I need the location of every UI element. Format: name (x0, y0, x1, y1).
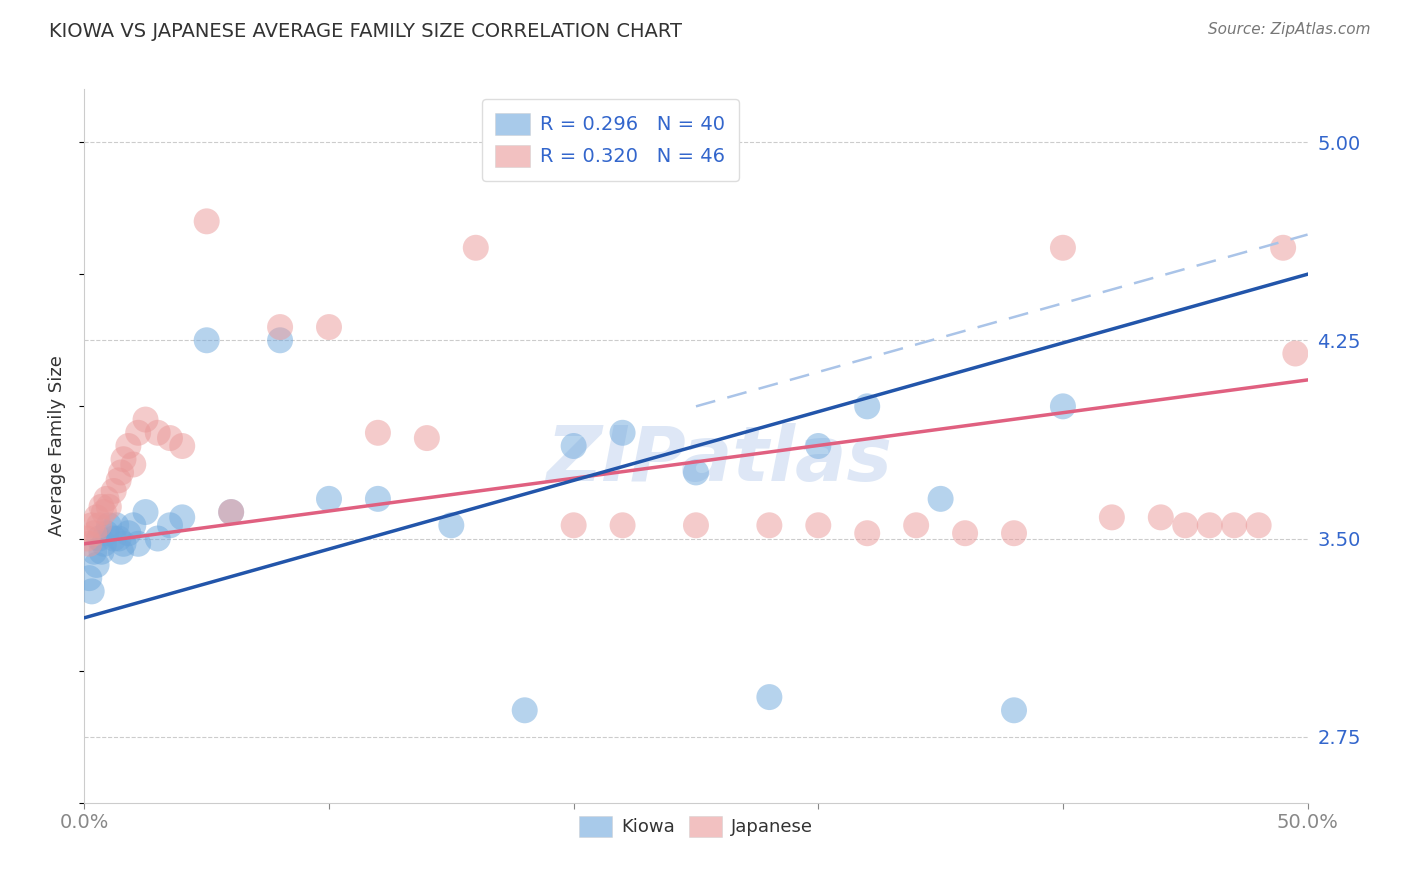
Text: Source: ZipAtlas.com: Source: ZipAtlas.com (1208, 22, 1371, 37)
Point (685, 466, 707, 480)
Point (464, 241, 486, 255)
Point (367, 425, 389, 440)
Text: KIOWA VS JAPANESE AVERAGE FAMILY SIZE CORRELATION CHART: KIOWA VS JAPANESE AVERAGE FAMILY SIZE CO… (49, 22, 682, 41)
Point (1052, 400, 1074, 414)
Point (1002, 526, 1025, 541)
Point (86, 558, 108, 572)
Point (122, 458, 145, 472)
Y-axis label: Average Family Size: Average Family Size (48, 356, 66, 536)
Legend: Kiowa, Japanese: Kiowa, Japanese (572, 808, 820, 844)
Point (562, 439, 585, 453)
Point (146, 425, 169, 440)
Point (127, 425, 149, 440)
Point (77, 571, 100, 585)
Point (1284, 346, 1306, 360)
Point (77, 537, 100, 551)
Point (856, 526, 879, 541)
Point (195, 214, 218, 228)
Point (440, 518, 463, 533)
Point (1052, 241, 1074, 255)
Point (807, 439, 830, 453)
Point (1101, 510, 1123, 524)
Point (219, 505, 242, 519)
Point (612, 425, 634, 440)
Point (122, 518, 145, 533)
Point (1272, 241, 1295, 255)
Point (269, 320, 291, 334)
Point (103, 483, 125, 498)
Point (112, 452, 135, 467)
Point (807, 518, 830, 533)
Point (562, 518, 585, 533)
Point (112, 537, 135, 551)
Point (318, 491, 340, 506)
Point (96, 526, 118, 541)
Point (159, 431, 181, 445)
Point (159, 518, 181, 533)
Point (76, 532, 98, 546)
Point (1247, 518, 1270, 533)
Point (1198, 518, 1220, 533)
Point (758, 518, 780, 533)
Point (1150, 875, 1173, 889)
Point (87, 532, 110, 546)
Point (146, 532, 169, 546)
Point (416, 431, 439, 445)
Point (318, 320, 340, 334)
Point (93, 537, 115, 551)
Point (1174, 518, 1197, 533)
Point (83, 545, 105, 559)
Text: ZIPatlas: ZIPatlas (547, 424, 893, 497)
Point (513, 703, 536, 717)
Point (117, 439, 139, 453)
Point (87, 518, 110, 533)
Point (172, 510, 194, 524)
Point (219, 505, 242, 519)
Point (1150, 510, 1173, 524)
Point (269, 333, 291, 347)
Point (93, 505, 115, 519)
Point (97, 500, 120, 514)
Point (110, 466, 132, 480)
Point (90, 545, 112, 559)
Point (1002, 703, 1025, 717)
Point (758, 690, 780, 704)
Point (105, 518, 128, 533)
Point (80, 518, 103, 533)
Point (929, 491, 952, 506)
Point (856, 400, 879, 414)
Point (86, 510, 108, 524)
Point (83, 526, 105, 541)
Point (1247, 875, 1270, 889)
Point (90, 500, 112, 514)
Point (103, 532, 125, 546)
Point (135, 412, 157, 426)
Point (127, 537, 149, 551)
Point (905, 518, 928, 533)
Point (117, 526, 139, 541)
Point (80, 584, 103, 599)
Point (97, 518, 120, 533)
Point (195, 333, 218, 347)
Point (96, 491, 118, 506)
Point (1223, 518, 1246, 533)
Point (107, 474, 129, 488)
Point (953, 526, 976, 541)
Point (135, 505, 157, 519)
Point (107, 532, 129, 546)
Point (172, 439, 194, 453)
Point (612, 518, 634, 533)
Point (367, 491, 389, 506)
Point (1101, 875, 1123, 889)
Point (110, 545, 132, 559)
Point (685, 518, 707, 533)
